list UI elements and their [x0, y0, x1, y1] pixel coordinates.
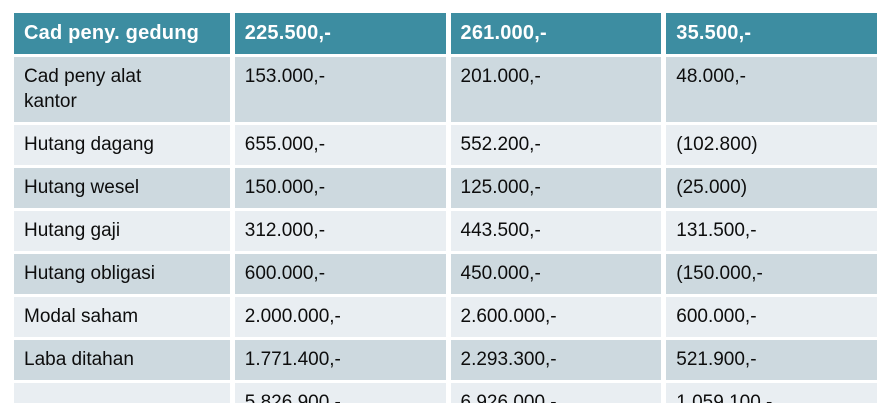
value-cell: 552.200,- [445, 125, 662, 168]
header-cell-amount-1: 225.500,- [229, 13, 446, 57]
table-row: Hutang gaji 312.000,- 443.500,- 131.500,… [14, 211, 877, 254]
value-cell: 125.000,- [445, 168, 662, 211]
value-cell: 153.000,- [229, 57, 446, 125]
value-cell: 312.000,- [229, 211, 446, 254]
value-cell: 2.600.000,- [445, 297, 662, 340]
header-cell-amount-2: 261.000,- [445, 13, 662, 57]
value-cell: (25.000) [661, 168, 877, 211]
value-cell: 655.000,- [229, 125, 446, 168]
value-cell: 150.000,- [229, 168, 446, 211]
header-cell-account: Cad peny. gedung [14, 13, 230, 57]
value-cell: 2.293.300,- [445, 340, 662, 383]
value-cell: 600.000,- [229, 254, 446, 297]
value-cell: 6.926.000,- [445, 383, 662, 403]
value-cell: 1.059.100,- [661, 383, 877, 403]
row-label-cell: Laba ditahan [14, 340, 230, 383]
value-cell: 600.000,- [661, 297, 877, 340]
value-cell: 201.000,- [445, 57, 662, 125]
value-cell: 131.500,- [661, 211, 877, 254]
value-cell: (102.800) [661, 125, 877, 168]
table-row: Hutang dagang 655.000,- 552.200,- (102.8… [14, 125, 877, 168]
row-label-cell: Modal saham [14, 297, 230, 340]
row-label-cell: Cad peny alat kantor [14, 57, 230, 125]
value-cell: 521.900,- [661, 340, 877, 383]
financial-table: Cad peny. gedung 225.500,- 261.000,- 35.… [14, 13, 877, 403]
row-label-cell: Hutang obligasi [14, 254, 230, 297]
table-row: Cad peny alat kantor 153.000,- 201.000,-… [14, 57, 877, 125]
row-label-cell: Hutang dagang [14, 125, 230, 168]
value-cell: (150.000,- [661, 254, 877, 297]
table-row: Modal saham 2.000.000,- 2.600.000,- 600.… [14, 297, 877, 340]
row-label-cell: Hutang gaji [14, 211, 230, 254]
value-cell: 2.000.000,- [229, 297, 446, 340]
row-label-cell [14, 383, 230, 403]
header-cell-amount-3: 35.500,- [661, 13, 877, 57]
row-label-cell: Hutang wesel [14, 168, 230, 211]
value-cell: 48.000,- [661, 57, 877, 125]
table-row: Hutang obligasi 600.000,- 450.000,- (150… [14, 254, 877, 297]
table-row: Laba ditahan 1.771.400,- 2.293.300,- 521… [14, 340, 877, 383]
table-row: 5.826.900,- 6.926.000,- 1.059.100,- [14, 383, 877, 403]
value-cell: 5.826.900,- [229, 383, 446, 403]
table-body: Cad peny alat kantor 153.000,- 201.000,-… [14, 57, 877, 403]
table-row: Hutang wesel 150.000,- 125.000,- (25.000… [14, 168, 877, 211]
value-cell: 1.771.400,- [229, 340, 446, 383]
value-cell: 450.000,- [445, 254, 662, 297]
value-cell: 443.500,- [445, 211, 662, 254]
header-row: Cad peny. gedung 225.500,- 261.000,- 35.… [14, 13, 877, 57]
